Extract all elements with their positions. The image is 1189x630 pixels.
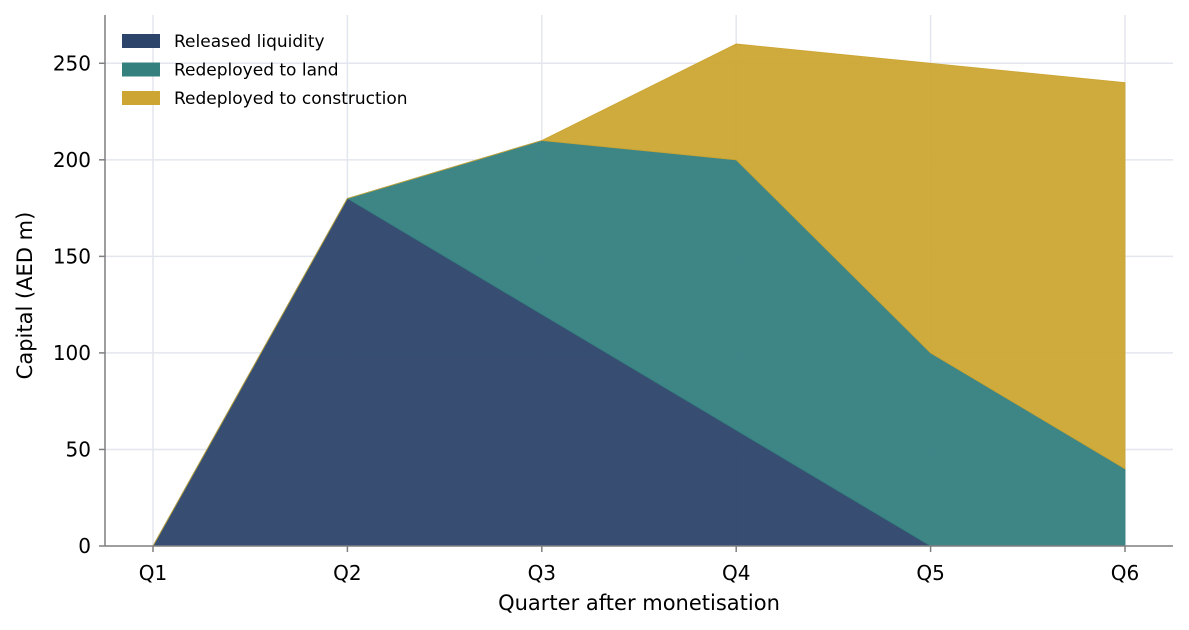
y-tick-label: 200 [53,148,91,172]
legend-label-released-liquidity: Released liquidity [174,32,325,52]
area-redeployed-to-construction [152,43,1126,547]
y-tick-label: 250 [53,51,91,75]
y-ticks: 0 50 100 150 200 250 [53,51,105,558]
legend-swatch-redeployed-to-construction [122,91,160,105]
area-series [152,43,1126,547]
legend-label-redeployed-to-construction: Redeployed to construction [174,89,408,109]
x-tick-label: Q1 [139,561,167,585]
x-tick-label: Q2 [333,561,361,585]
legend-swatch-redeployed-to-land [122,62,160,77]
x-axis-title: Quarter after monetisation [498,591,780,615]
y-tick-label: 100 [53,341,91,365]
axes [104,15,1173,547]
x-tick-label: Q6 [1111,561,1139,585]
y-tick-label: 0 [78,534,91,558]
legend: Released liquidity Redeployed to land Rede… [122,32,408,109]
y-tick-label: 50 [66,437,91,461]
y-tick-label: 150 [53,244,91,268]
x-ticks: Q1 Q2 Q3 Q4 Q5 Q6 [139,546,1139,585]
x-tick-label: Q3 [528,561,556,585]
legend-swatch-released-liquidity [122,34,160,48]
x-tick-label: Q5 [916,561,944,585]
legend-label-redeployed-to-land: Redeployed to land [174,61,339,81]
y-axis-title: Capital (AED m) [13,212,37,380]
x-tick-label: Q4 [722,561,750,585]
